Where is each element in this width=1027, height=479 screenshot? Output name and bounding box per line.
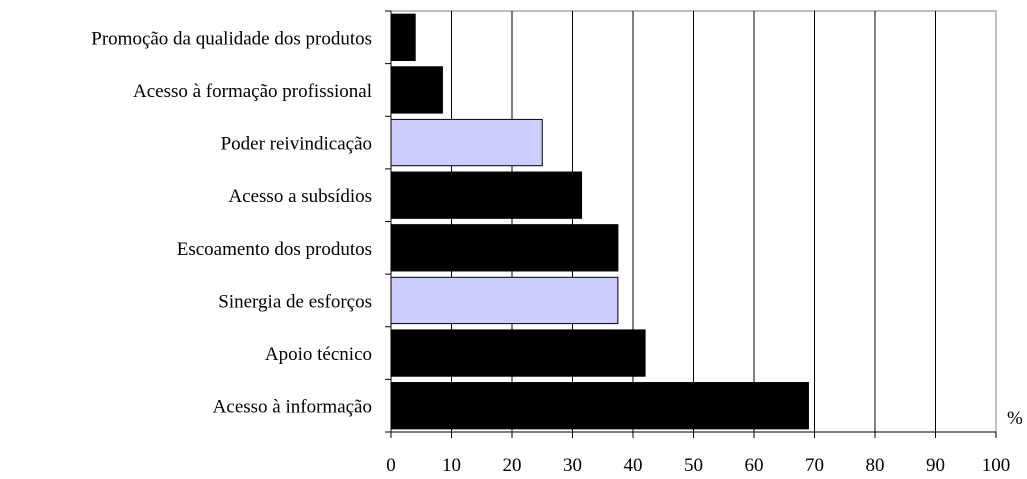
x-tick-label-40: 40: [624, 455, 643, 476]
category-labels: Promoção da qualidade dos produtos Acesso…: [91, 28, 372, 417]
bar-2: [390, 118, 543, 167]
x-tick-label-90: 90: [926, 455, 945, 476]
x-tick-label-0: 0: [386, 455, 396, 476]
bar-1: [390, 66, 443, 114]
bar-4: [390, 224, 619, 272]
category-label-1: Acesso à formação profissional: [133, 81, 372, 102]
x-tick-label-70: 70: [805, 455, 824, 476]
bar-3: [390, 171, 583, 219]
bars: [390, 13, 809, 430]
bar-6: [390, 329, 646, 377]
x-tick-label-80: 80: [866, 455, 885, 476]
axes: [385, 10, 997, 438]
tick-labels: 0 10 20 30 40 50 60 70 80 90 100: [386, 455, 1010, 476]
bar-5: [390, 276, 619, 325]
x-tick-label-10: 10: [442, 455, 461, 476]
category-label-0: Promoção da qualidade dos produtos: [91, 28, 372, 49]
x-tick-label-60: 60: [745, 455, 764, 476]
x-tick-label-30: 30: [563, 455, 582, 476]
x-axis-unit-label: %: [1007, 408, 1023, 429]
x-tick-label-20: 20: [503, 455, 522, 476]
category-label-7: Acesso à informação: [213, 397, 372, 418]
bar-0: [390, 13, 416, 61]
category-label-3: Acesso a subsídios: [228, 186, 372, 207]
category-label-5: Sinergia de esforços: [218, 291, 372, 312]
x-tick-label-100: 100: [982, 455, 1011, 476]
x-tick-label-50: 50: [684, 455, 703, 476]
category-label-2: Poder reivindicação: [221, 134, 372, 155]
bar-7: [390, 382, 809, 430]
category-label-6: Apoio técnico: [265, 344, 372, 365]
category-label-4: Escoamento dos produtos: [177, 239, 372, 260]
